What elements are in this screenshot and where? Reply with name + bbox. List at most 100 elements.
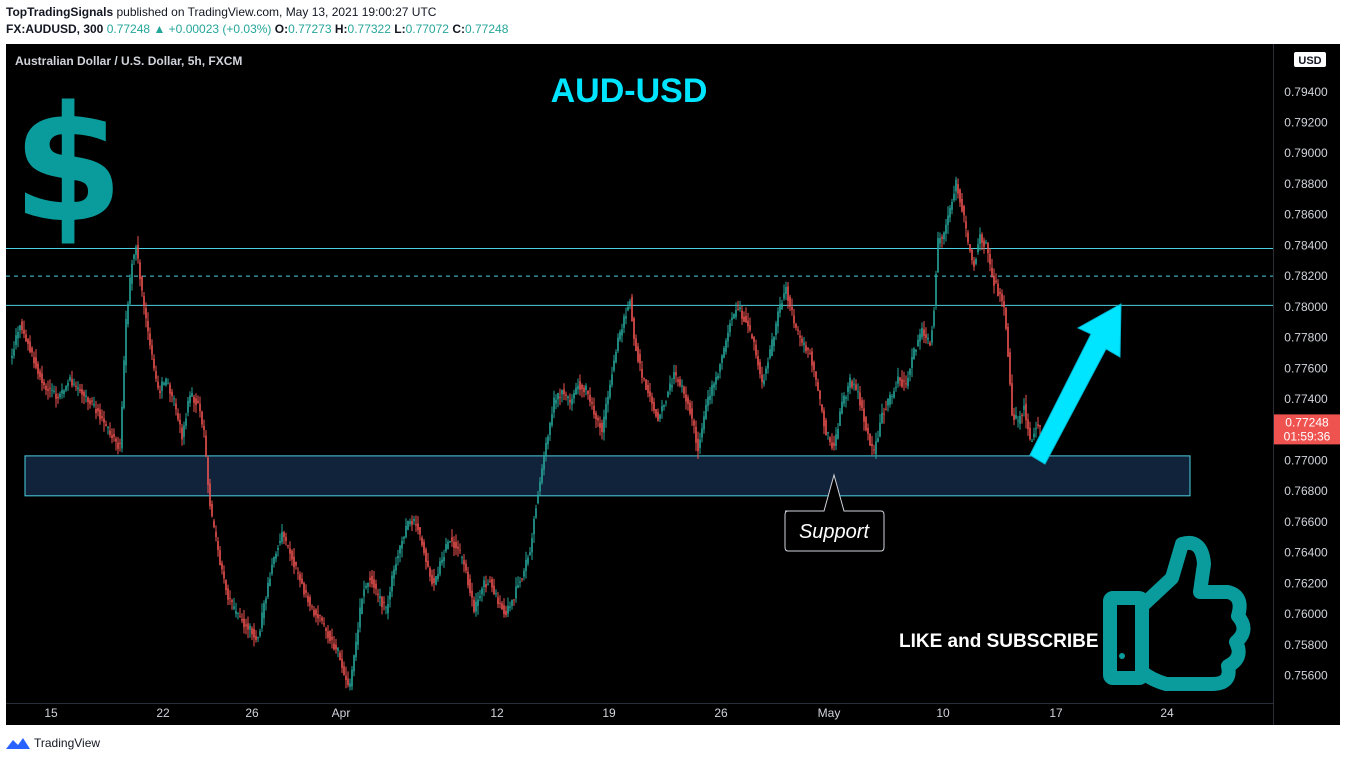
candle-body (1005, 308, 1007, 329)
candle-body (593, 405, 595, 415)
candle-body (177, 413, 179, 420)
candle-body (911, 356, 913, 368)
candle-body (891, 396, 893, 398)
change-value: +0.00023 (+0.03%) (168, 22, 272, 36)
candle-body (705, 405, 707, 419)
candle-body (597, 417, 599, 421)
candle-body (673, 372, 675, 379)
candle-body (721, 355, 723, 363)
candle-body (225, 580, 227, 591)
candle-body (369, 577, 371, 580)
candle-body (841, 401, 843, 414)
candle-body (779, 304, 781, 313)
high-label: H: (334, 22, 348, 36)
candle-body (157, 381, 159, 388)
candle-body (61, 390, 63, 394)
price-chart[interactable]: 0.75600 0.75800 0.76000 0.76200 0.76400 0.766… (6, 44, 1340, 725)
candle-body (801, 338, 803, 343)
candle-body (275, 553, 277, 559)
candle-body (261, 612, 263, 628)
candle-body (439, 561, 441, 575)
candle-body (121, 406, 123, 449)
candle-body (437, 574, 439, 579)
candle-body (1029, 427, 1031, 440)
candle-body (627, 307, 629, 311)
candle-body (175, 403, 177, 410)
time-axis[interactable]: 15 22 26 Apr 12 19 26 May 10 17 24 (6, 703, 1273, 721)
candle-body (509, 606, 511, 608)
candle-body (563, 389, 565, 395)
tradingview-logo-icon (6, 738, 30, 749)
candle-body (15, 335, 17, 345)
candle-body (521, 578, 523, 580)
candle-body (333, 643, 335, 650)
candle-body (667, 391, 669, 398)
chart-canvas[interactable]: 0.75600 0.75800 0.76000 0.76200 0.76400 0.766… (6, 44, 1340, 725)
candle-body (649, 391, 651, 397)
candle-body (927, 337, 929, 340)
candle-body (585, 385, 587, 390)
price-axis-bg (1273, 44, 1340, 725)
candle-body (943, 232, 945, 240)
price-tick-label: 0.78200 (1284, 269, 1328, 283)
candle-body (93, 404, 95, 406)
price-tick-label: 0.77400 (1284, 392, 1328, 406)
candle-body (807, 347, 809, 350)
candle-body (315, 609, 317, 616)
time-tick-label: 17 (1049, 706, 1063, 720)
candle-body (1035, 428, 1037, 430)
candle-body (735, 309, 737, 317)
candle-body (981, 234, 983, 243)
high-value: 0.77322 (347, 22, 391, 36)
bullish-arrow-icon (1029, 303, 1122, 465)
candle-body (55, 393, 57, 399)
candle-body (895, 387, 897, 389)
publisher-name[interactable]: TopTradingSignals (6, 5, 114, 19)
candle-body (441, 559, 443, 563)
price-axis[interactable]: 0.75600 0.75800 0.76000 0.76200 0.76400 0.766… (1273, 44, 1340, 725)
candle-body (207, 457, 209, 485)
candle-body (299, 574, 301, 581)
candle-body (191, 393, 193, 397)
candle-body (289, 548, 291, 554)
candle-body (221, 563, 223, 570)
candle-body (17, 331, 19, 339)
candle-body (125, 319, 127, 366)
candle-body (497, 597, 499, 605)
candle-body (581, 385, 583, 390)
candle-body (553, 397, 555, 413)
candle-body (429, 568, 431, 577)
candle-body (297, 572, 299, 574)
candle-body (173, 398, 175, 400)
series-label: Australian Dollar / U.S. Dollar, 5h, FXC… (15, 54, 242, 68)
currency-badge[interactable]: USD (1294, 52, 1326, 67)
candle-body (237, 612, 239, 614)
candle-body (733, 313, 735, 319)
candle-body (599, 423, 601, 428)
candle-body (345, 675, 347, 681)
candle-body (515, 586, 517, 599)
candle-body (879, 422, 881, 437)
candle-body (33, 357, 35, 364)
candle-body (455, 541, 457, 549)
tradingview-footer[interactable]: TradingView (6, 736, 100, 750)
candle-body (325, 628, 327, 632)
candle-body (919, 333, 921, 342)
candle-body (43, 381, 45, 385)
candle-body (527, 557, 529, 564)
candle-body (989, 253, 991, 265)
candle-body (27, 338, 29, 344)
candle-body (41, 373, 43, 384)
candle-body (371, 575, 373, 585)
candle-body (557, 392, 559, 400)
candle-body (683, 386, 685, 394)
candle-body (905, 383, 907, 385)
candle-body (387, 603, 389, 614)
candle-body (767, 362, 769, 369)
candle-body (415, 524, 417, 526)
candle-body (863, 408, 865, 422)
candle-body (885, 409, 887, 411)
candle-body (797, 329, 799, 331)
candle-body (507, 605, 509, 614)
candle-body (717, 375, 719, 379)
